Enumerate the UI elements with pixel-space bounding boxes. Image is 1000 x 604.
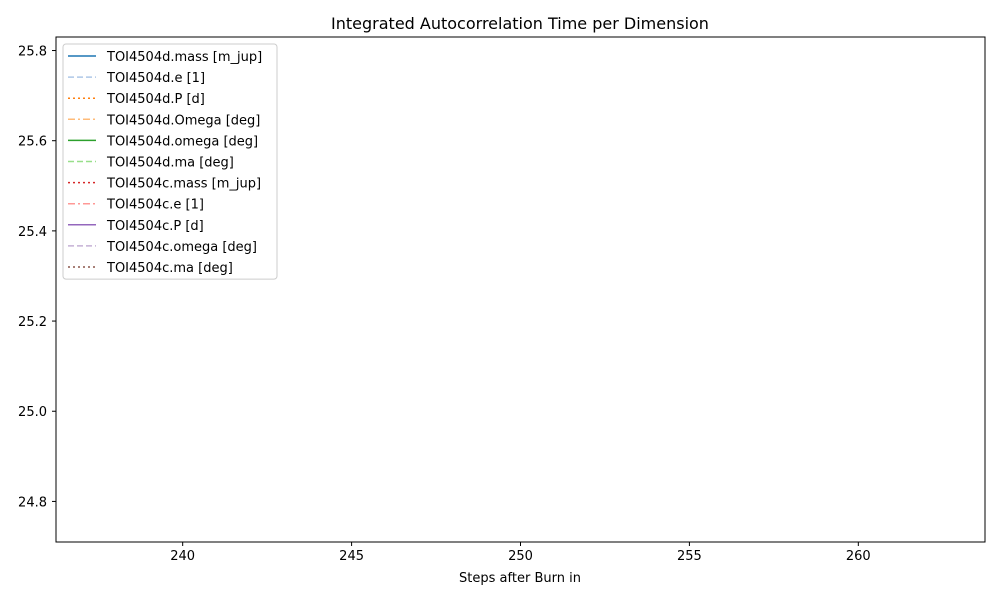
legend-label: TOI4504d.omega [deg] <box>106 134 258 149</box>
legend-label: TOI4504c.mass [m_jup] <box>106 177 261 192</box>
x-tick-label: 255 <box>677 549 702 564</box>
chart-title: Integrated Autocorrelation Time per Dime… <box>331 14 709 33</box>
y-tick-label: 25.8 <box>18 45 47 60</box>
legend-label: TOI4504d.mass [m_jup] <box>106 50 262 65</box>
x-tick-label: 240 <box>170 549 195 564</box>
legend-label: TOI4504d.Omega [deg] <box>106 113 260 128</box>
legend-frame <box>62 43 278 280</box>
legend-label: TOI4504d.P [d] <box>106 92 205 107</box>
legend-label: TOI4504c.ma [deg] <box>106 261 233 276</box>
legend-label: TOI4504c.omega [deg] <box>106 240 257 255</box>
legend: TOI4504d.mass [m_jup] TOI4504d.e [1] TOI45… <box>62 43 278 280</box>
y-tick-label: 25.4 <box>18 225 47 240</box>
y-tick-label: 24.8 <box>18 495 47 510</box>
x-axis: 240 245 250 255 260 <box>170 542 871 564</box>
legend-label: TOI4504c.P [d] <box>106 219 204 234</box>
legend-items: TOI4504d.mass [m_jup] TOI4504d.e [1] TOI45… <box>68 50 262 276</box>
x-axis-label: Steps after Burn in <box>459 571 581 586</box>
y-axis: 24.8 25.0 25.2 25.4 25.6 25.8 <box>18 45 56 510</box>
legend-label: TOI4504d.ma [deg] <box>106 156 234 171</box>
legend-label: TOI4504d.e [1] <box>106 71 205 86</box>
y-tick-label: 25.0 <box>18 405 47 420</box>
y-tick-label: 25.2 <box>18 315 47 330</box>
y-tick-label: 25.6 <box>18 135 47 150</box>
x-tick-label: 245 <box>339 549 364 564</box>
x-tick-label: 260 <box>846 549 871 564</box>
x-tick-label: 250 <box>508 549 533 564</box>
legend-label: TOI4504c.e [1] <box>106 198 204 213</box>
